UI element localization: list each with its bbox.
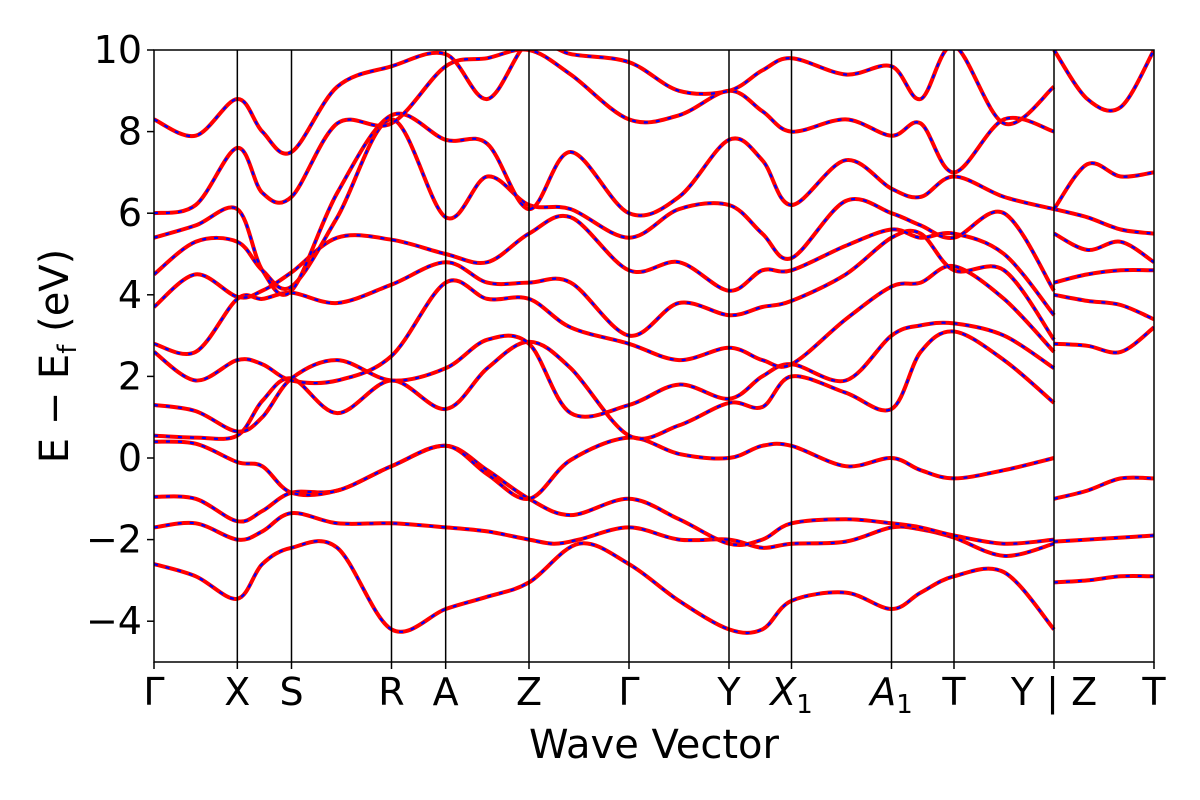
band-line-dashed-15 xyxy=(1053,574,1154,584)
y-tick-label-7: 10 xyxy=(94,28,142,72)
x-tick-label-10: T xyxy=(941,670,966,714)
y-tick-label-4: 4 xyxy=(118,273,142,317)
band-line-dashed-5 xyxy=(154,321,1055,433)
band-line-3 xyxy=(154,435,1055,501)
band-line-0 xyxy=(154,539,1056,635)
band-line-dashed-17 xyxy=(1053,293,1154,321)
x-tick-label-6: Γ xyxy=(618,670,639,714)
band-line-dashed-21 xyxy=(1053,162,1154,210)
band-line-dashed-1 xyxy=(154,511,1055,558)
x-tick-label-11: Y | Z xyxy=(1010,670,1097,715)
y-axis-title-main: E − E xyxy=(32,354,78,464)
band-line-19 xyxy=(1053,231,1154,264)
y-tick-label-2: 0 xyxy=(118,436,142,480)
band-line-6 xyxy=(154,263,1056,386)
y-tick-label-1: −2 xyxy=(86,518,142,562)
x-tick-label-5: Z xyxy=(516,670,542,714)
band-line-4 xyxy=(154,329,1056,441)
band-line-7 xyxy=(154,228,1056,356)
band-line-dashed-3 xyxy=(154,436,1055,500)
y-axis: −4 −2 0 2 4 6 8 10 xyxy=(86,28,154,643)
y-tick-label-5: 6 xyxy=(118,191,142,235)
band-line-dashed-18 xyxy=(1053,268,1154,284)
x-tick-label-3: R xyxy=(378,670,404,714)
x-tick-label-8: X1 xyxy=(768,670,813,720)
band-line-dashed-4 xyxy=(154,330,1055,441)
x-tick-label-12: T xyxy=(1141,670,1166,714)
band-line-10 xyxy=(154,111,1055,297)
y-tick-label-6: 8 xyxy=(118,110,142,154)
band-line-dashed-20 xyxy=(1053,208,1154,235)
y-tick-label-0: −4 xyxy=(86,599,142,643)
y-axis-title-sub: f xyxy=(53,344,83,354)
y-axis-title: E − Ef (eV) xyxy=(32,249,83,464)
y-axis-title-unit: (eV) xyxy=(32,249,78,345)
y-tick-label-3: 2 xyxy=(118,354,142,398)
band-line-dashed-22 xyxy=(1053,50,1154,112)
band-line-dashed-10 xyxy=(154,112,1055,296)
band-line-dashed-2 xyxy=(154,444,1055,547)
band-line-dashed-12 xyxy=(154,50,1055,155)
x-tick-label-0: Γ xyxy=(143,670,164,714)
band-line-22 xyxy=(1052,50,1154,113)
x-axis-title: Wave Vector xyxy=(529,722,780,768)
band-line-dashed-8 xyxy=(154,214,1055,316)
band-line-dashed-0 xyxy=(154,539,1055,635)
band-line-dashed-14 xyxy=(1053,534,1154,543)
x-tick-label-9: A1 xyxy=(867,670,913,720)
band-line-dashed-13 xyxy=(1053,476,1154,500)
plot-frame xyxy=(153,49,1155,663)
x-tick-label-2: S xyxy=(279,670,303,714)
band-line-dashed-19 xyxy=(1053,232,1154,264)
band-line-12 xyxy=(154,50,1056,156)
band-line-dashed-16 xyxy=(1053,326,1154,354)
band-line-dashed-9 xyxy=(154,118,1055,292)
x-tick-label-7: Y xyxy=(716,670,741,714)
kpoint-divider-lines xyxy=(236,50,1055,662)
band-line-16 xyxy=(1053,325,1154,355)
bands-layer xyxy=(154,50,1154,635)
band-line-11 xyxy=(154,50,1055,216)
band-line-9 xyxy=(154,117,1056,292)
x-tick-label-4: A xyxy=(433,670,459,714)
x-axis: Γ X S R A Z Γ Y X1 A1 T Y | Z T xyxy=(143,662,1166,720)
x-tick-label-1: X xyxy=(224,670,250,714)
